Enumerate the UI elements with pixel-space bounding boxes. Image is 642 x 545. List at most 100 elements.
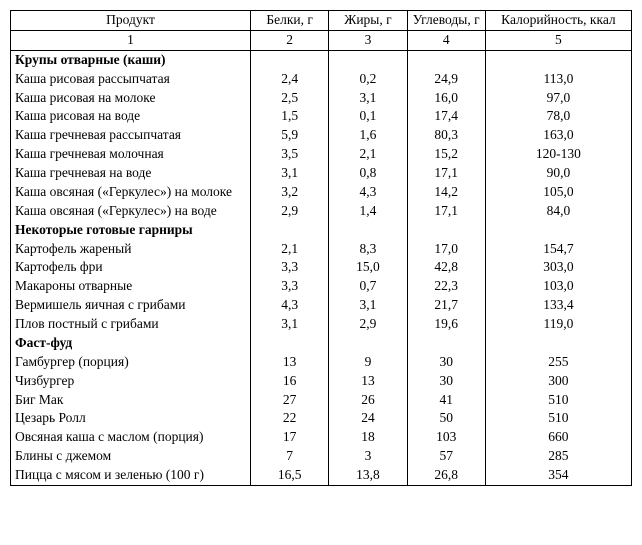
table-row: Каша овсяная («Геркулес») на воде2,91,41… [11,202,632,221]
proteins-cell: 2,5 [251,89,329,108]
proteins-cell: 13 [251,353,329,372]
product-name: Вермишель яичная с грибами [11,296,251,315]
proteins-cell: 17 [251,428,329,447]
table-row: Пицца с мясом и зеленью (100 г)16,513,82… [11,466,632,485]
empty-cell [407,221,485,240]
column-number-row: 1 2 3 4 5 [11,30,632,50]
fats-cell: 2,1 [329,145,407,164]
fats-cell: 15,0 [329,258,407,277]
carbs-cell: 17,4 [407,107,485,126]
calories-cell: 255 [485,353,631,372]
carbs-cell: 50 [407,409,485,428]
fats-cell: 3,1 [329,89,407,108]
calories-cell: 354 [485,466,631,485]
empty-cell [407,334,485,353]
fats-cell: 3,1 [329,296,407,315]
empty-cell [407,50,485,69]
product-name: Блины с джемом [11,447,251,466]
fats-cell: 4,3 [329,183,407,202]
calories-cell: 510 [485,391,631,410]
col-calories: Калорийность, ккал [485,11,631,31]
section-row: Некоторые готовые гарниры [11,221,632,240]
carbs-cell: 80,3 [407,126,485,145]
empty-cell [251,221,329,240]
carbs-cell: 21,7 [407,296,485,315]
carbs-cell: 15,2 [407,145,485,164]
table-row: Каша гречневая на воде3,10,817,190,0 [11,164,632,183]
calories-cell: 154,7 [485,240,631,259]
carbs-cell: 103 [407,428,485,447]
product-name: Гамбургер (порция) [11,353,251,372]
fats-cell: 0,7 [329,277,407,296]
fats-cell: 1,6 [329,126,407,145]
empty-cell [329,221,407,240]
calories-cell: 103,0 [485,277,631,296]
carbs-cell: 17,1 [407,202,485,221]
table-row: Каша гречневая молочная3,52,115,2120-130 [11,145,632,164]
carbs-cell: 26,8 [407,466,485,485]
proteins-cell: 1,5 [251,107,329,126]
proteins-cell: 16,5 [251,466,329,485]
calories-cell: 285 [485,447,631,466]
product-name: Картофель жареный [11,240,251,259]
calories-cell: 113,0 [485,70,631,89]
carbs-cell: 30 [407,372,485,391]
product-name: Каша овсяная («Геркулес») на молоке [11,183,251,202]
product-name: Овсяная каша с маслом (порция) [11,428,251,447]
product-name: Чизбургер [11,372,251,391]
calories-cell: 660 [485,428,631,447]
fats-cell: 26 [329,391,407,410]
product-name: Каша рисовая на воде [11,107,251,126]
calories-cell: 84,0 [485,202,631,221]
carbs-cell: 24,9 [407,70,485,89]
table-row: Гамбургер (порция)13930255 [11,353,632,372]
empty-cell [329,334,407,353]
calories-cell: 303,0 [485,258,631,277]
proteins-cell: 7 [251,447,329,466]
fats-cell: 18 [329,428,407,447]
section-row: Крупы отварные (каши) [11,50,632,69]
proteins-cell: 2,4 [251,70,329,89]
proteins-cell: 3,2 [251,183,329,202]
colnum-2: 2 [251,30,329,50]
proteins-cell: 22 [251,409,329,428]
proteins-cell: 3,1 [251,164,329,183]
calories-cell: 97,0 [485,89,631,108]
calories-cell: 120-130 [485,145,631,164]
colnum-5: 5 [485,30,631,50]
empty-cell [485,334,631,353]
product-name: Каша рисовая на молоке [11,89,251,108]
table-row: Вермишель яичная с грибами4,33,121,7133,… [11,296,632,315]
empty-cell [485,221,631,240]
product-name: Пицца с мясом и зеленью (100 г) [11,466,251,485]
product-name: Цезарь Ролл [11,409,251,428]
calories-cell: 133,4 [485,296,631,315]
fats-cell: 8,3 [329,240,407,259]
section-row: Фаст-фуд [11,334,632,353]
table-row: Биг Мак272641510 [11,391,632,410]
table-row: Картофель фри3,315,042,8303,0 [11,258,632,277]
empty-cell [251,334,329,353]
carbs-cell: 41 [407,391,485,410]
carbs-cell: 57 [407,447,485,466]
table-row: Чизбургер161330300 [11,372,632,391]
table-row: Макароны отварные3,30,722,3103,0 [11,277,632,296]
fats-cell: 0,8 [329,164,407,183]
calories-cell: 90,0 [485,164,631,183]
fats-cell: 13 [329,372,407,391]
calories-cell: 105,0 [485,183,631,202]
fats-cell: 9 [329,353,407,372]
fats-cell: 0,1 [329,107,407,126]
table-row: Картофель жареный2,18,317,0154,7 [11,240,632,259]
table-row: Каша рисовая на молоке2,53,116,097,0 [11,89,632,108]
carbs-cell: 42,8 [407,258,485,277]
proteins-cell: 3,1 [251,315,329,334]
carbs-cell: 19,6 [407,315,485,334]
colnum-3: 3 [329,30,407,50]
fats-cell: 0,2 [329,70,407,89]
product-name: Биг Мак [11,391,251,410]
product-name: Каша овсяная («Геркулес») на воде [11,202,251,221]
product-name: Каша рисовая рассыпчатая [11,70,251,89]
col-fats: Жиры, г [329,11,407,31]
proteins-cell: 5,9 [251,126,329,145]
